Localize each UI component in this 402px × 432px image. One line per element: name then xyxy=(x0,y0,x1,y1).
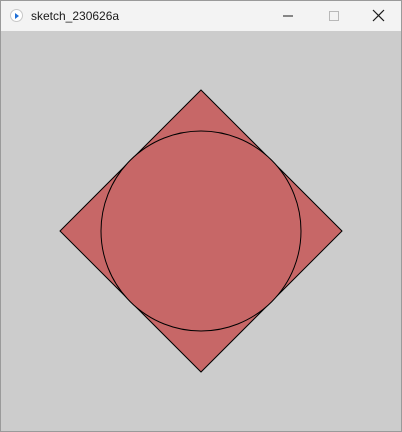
maximize-button[interactable] xyxy=(311,1,357,31)
close-button[interactable] xyxy=(355,1,401,31)
processing-app-icon xyxy=(10,9,23,22)
maximize-icon xyxy=(329,11,339,21)
circle-shape xyxy=(100,130,302,332)
sketch-canvas[interactable] xyxy=(1,31,401,431)
minimize-icon xyxy=(283,15,293,17)
title-bar[interactable]: sketch_230626a xyxy=(1,1,401,31)
sketch-drawing xyxy=(59,89,343,373)
window-title: sketch_230626a xyxy=(31,9,120,23)
close-icon xyxy=(372,9,385,22)
minimize-button[interactable] xyxy=(265,1,311,31)
